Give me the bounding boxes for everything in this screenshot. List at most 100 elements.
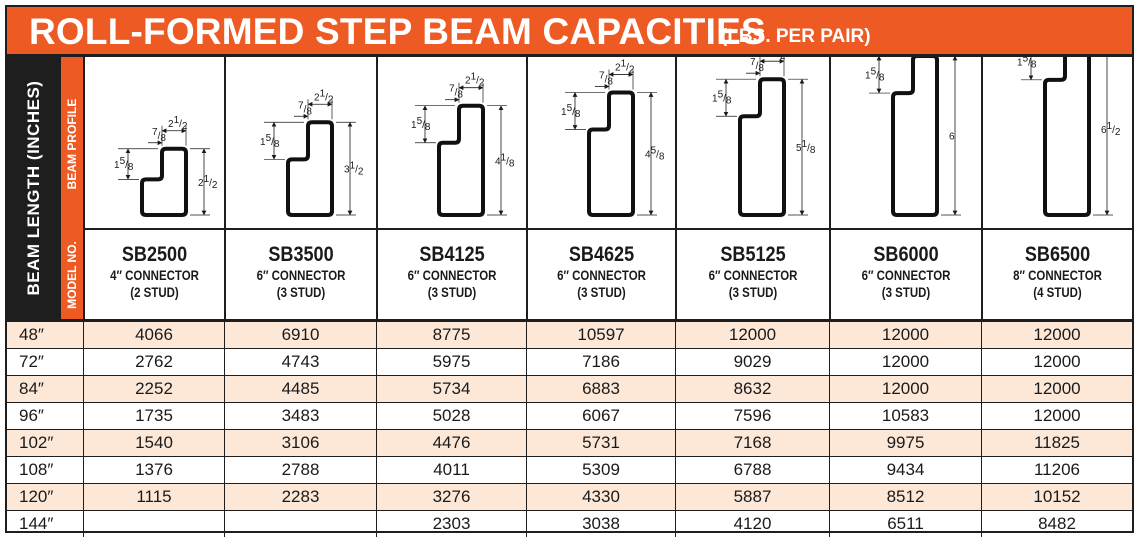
capacity-cell: 7596 bbox=[675, 403, 829, 429]
title-bar: ROLL-FORMED STEP BEAM CAPACITIES (LBS. P… bbox=[7, 7, 1132, 57]
table-row: 72″ 2762 4743 5975 7186 9029 12000 12000 bbox=[7, 349, 1132, 376]
table-unit: (LBS. PER PAIR) bbox=[721, 26, 871, 47]
capacity-cell: 1735 bbox=[83, 403, 224, 429]
lip-label: 7/8 bbox=[298, 100, 312, 117]
capacity-cell: 6883 bbox=[526, 376, 675, 402]
capacity-cell bbox=[83, 511, 224, 537]
capacity-cell: 8632 bbox=[675, 376, 829, 402]
width-label: 21/2 bbox=[314, 88, 334, 105]
beam-length-cell: 102″ bbox=[19, 433, 54, 452]
capacity-cell: 3483 bbox=[224, 403, 376, 429]
dimension-lines bbox=[869, 57, 961, 216]
stud-count: (3 STUD) bbox=[881, 284, 931, 300]
connector-size: 6″ CONNECTOR bbox=[557, 267, 646, 283]
table-title: ROLL-FORMED STEP BEAM CAPACITIES bbox=[29, 11, 766, 52]
capacity-cell: 4743 bbox=[224, 349, 376, 375]
capacity-cell: 9029 bbox=[675, 349, 829, 375]
capacity-cell: 3038 bbox=[526, 511, 675, 537]
width-label: 21/2 bbox=[615, 58, 635, 75]
capacity-cell: 9975 bbox=[829, 430, 981, 456]
lip-label: 7/8 bbox=[152, 127, 166, 144]
capacity-cell: 10152 bbox=[981, 484, 1132, 510]
header-divider bbox=[7, 319, 1132, 322]
capacity-cell: 4120 bbox=[675, 511, 829, 537]
connector-size: 6″ CONNECTOR bbox=[256, 267, 346, 283]
beam-profile-drawing: 51/821/27/815/8 bbox=[712, 57, 816, 217]
stud-count: (3 STUD) bbox=[728, 284, 778, 300]
capacity-cell bbox=[224, 511, 376, 537]
stud-count: (2 STUD) bbox=[130, 284, 179, 300]
connector-size: 6″ CONNECTOR bbox=[407, 267, 497, 283]
capacity-cell: 5975 bbox=[376, 349, 526, 375]
stud-count: (3 STUD) bbox=[276, 284, 326, 300]
model-header-sb6500: SB6500 8″ CONNECTOR (4 STUD) bbox=[981, 230, 1132, 319]
step-label: 15/8 bbox=[114, 156, 134, 173]
model-name: SB3500 bbox=[268, 243, 334, 266]
step-label: 15/8 bbox=[260, 133, 280, 150]
stud-count: (3 STUD) bbox=[577, 284, 626, 300]
beam-outline bbox=[1043, 57, 1091, 217]
beam-profile-band: BEAM PROFILE bbox=[61, 57, 83, 230]
beam-length-cell: 48″ bbox=[19, 325, 44, 344]
capacity-cell: 1540 bbox=[83, 430, 224, 456]
beam-profile-sb6000: 621/27/815/8 bbox=[829, 57, 981, 230]
capacity-cell: 8775 bbox=[376, 322, 526, 348]
beam-profile-drawing: 41/8 21/27/8 15/8 bbox=[411, 72, 515, 217]
dimension-lines bbox=[264, 99, 356, 216]
capacity-cell: 4011 bbox=[376, 457, 526, 483]
dimension-lines bbox=[716, 57, 808, 216]
capacity-cell: 4476 bbox=[376, 430, 526, 456]
table-row: 96″ 1735 3483 5028 6067 7596 10583 12000 bbox=[7, 403, 1132, 430]
capacity-cell: 11206 bbox=[981, 457, 1132, 483]
capacity-cell: 7168 bbox=[675, 430, 829, 456]
capacity-cell: 12000 bbox=[981, 349, 1132, 375]
beam-profile-sb5125: 51/821/27/815/8 bbox=[675, 57, 829, 230]
beam-length-cell: 108″ bbox=[19, 460, 54, 479]
capacity-cell: 5731 bbox=[526, 430, 675, 456]
height-label: 51/8 bbox=[796, 139, 816, 156]
capacity-cell: 12000 bbox=[981, 403, 1132, 429]
table-row: 84″ 2252 4485 5734 6883 8632 12000 12000 bbox=[7, 376, 1132, 403]
capacity-cell: 12000 bbox=[981, 322, 1132, 348]
capacity-cell: 2303 bbox=[376, 511, 526, 537]
height-label: 61/2 bbox=[1101, 121, 1121, 138]
model-name: SB6500 bbox=[1024, 243, 1091, 266]
model-name: SB2500 bbox=[121, 243, 188, 266]
table-row: 102″ 1540 3106 4476 5731 7168 9975 11825 bbox=[7, 430, 1132, 457]
model-header-sb4125: SB4125 6″ CONNECTOR (3 STUD) bbox=[376, 230, 526, 319]
connector-size: 6″ CONNECTOR bbox=[708, 267, 798, 283]
beam-length-label: BEAM LENGTH (INCHES) bbox=[24, 80, 43, 296]
beam-profile-drawing: 45/8 21/27/8 15/8 bbox=[561, 58, 665, 217]
model-name: SB4125 bbox=[419, 243, 485, 266]
beam-profile-drawing: 31/2 21/27/8 15/8 bbox=[260, 88, 364, 217]
height-label: 31/2 bbox=[344, 161, 364, 178]
capacity-cell: 12000 bbox=[829, 376, 981, 402]
capacity-cell: 4330 bbox=[526, 484, 675, 510]
capacity-cell: 5734 bbox=[376, 376, 526, 402]
capacity-cell: 4066 bbox=[83, 322, 224, 348]
beam-profile-drawing: 61/221/27/815/8 bbox=[1017, 57, 1121, 217]
stud-count: (3 STUD) bbox=[427, 284, 477, 300]
beam-profile-sb6500: 61/221/27/815/8 bbox=[981, 57, 1132, 230]
capacity-cell: 2788 bbox=[224, 457, 376, 483]
capacity-cell: 1115 bbox=[83, 484, 224, 510]
model-no-band: MODEL NO. bbox=[61, 230, 83, 319]
table-row: 48″ 4066 6910 8775 10597 12000 12000 12000 bbox=[7, 322, 1132, 349]
model-name: SB6000 bbox=[873, 243, 939, 266]
capacity-table: ROLL-FORMED STEP BEAM CAPACITIES (LBS. P… bbox=[5, 5, 1134, 537]
capacity-cell: 6067 bbox=[526, 403, 675, 429]
capacity-cell: 6910 bbox=[224, 322, 376, 348]
dimension-lines bbox=[415, 82, 507, 216]
capacity-cell: 5887 bbox=[675, 484, 829, 510]
beam-profile-sb4125: 41/8 21/2 7/8 15/8 bbox=[376, 57, 526, 230]
model-name: SB5125 bbox=[720, 243, 786, 266]
beam-profile-sb4625: 45/8 21/2 7/8 15/8 bbox=[526, 57, 675, 230]
beam-length-cell: 84″ bbox=[19, 379, 44, 398]
capacity-cell: 1376 bbox=[83, 457, 224, 483]
step-label: 15/8 bbox=[411, 116, 431, 133]
capacity-cell: 12000 bbox=[829, 322, 981, 348]
capacity-rows: 48″ 4066 6910 8775 10597 12000 12000 12000 72″ 27… bbox=[7, 322, 1132, 538]
capacity-cell: 8482 bbox=[981, 511, 1132, 537]
beam-outline bbox=[140, 146, 188, 217]
capacity-cell: 10597 bbox=[526, 322, 675, 348]
